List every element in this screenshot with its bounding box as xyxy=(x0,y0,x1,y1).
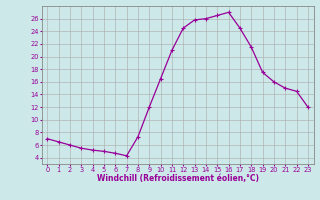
X-axis label: Windchill (Refroidissement éolien,°C): Windchill (Refroidissement éolien,°C) xyxy=(97,174,259,183)
